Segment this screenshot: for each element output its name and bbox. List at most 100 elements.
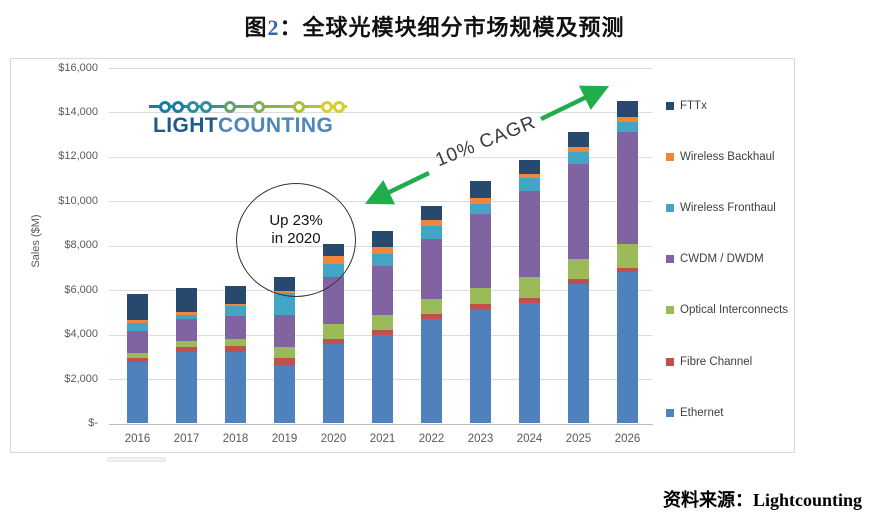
x-tick-label-2019: 2019	[271, 433, 298, 445]
bar-2025-optical-interconnects	[568, 259, 589, 280]
legend-label: Fibre Channel	[680, 355, 753, 368]
legend-label: FTTx	[680, 100, 707, 112]
bar-2025-fibre-channel	[568, 279, 589, 284]
bar-2023-fibre-channel	[470, 303, 491, 309]
bar-2020-optical-interconnects	[323, 324, 344, 340]
figure-title: 图2：全球光模块细分市场规模及预测	[0, 10, 869, 42]
bar-2020-ethernet	[323, 344, 344, 424]
bar-2021-fttx	[372, 231, 393, 248]
x-tick-label-2018: 2018	[222, 433, 249, 445]
legend-label: CWDM / DWDM	[680, 253, 764, 266]
bar-2022-fttx	[421, 205, 442, 221]
bar-2017-fibre-channel	[176, 347, 197, 353]
bar-2023-ethernet	[470, 308, 491, 424]
bar-2023-wireless-backhaul	[470, 197, 491, 204]
bar-2022-optical-interconnects	[421, 298, 442, 314]
bar-2025-wireless-fronthaul	[568, 151, 589, 164]
bar-2017-wireless-fronthaul	[176, 315, 197, 320]
bar-2016-ethernet	[127, 362, 148, 424]
bar-2023-wireless-fronthaul	[470, 203, 491, 215]
bar-2024-optical-interconnects	[519, 276, 540, 299]
bar-2021-cwdm-dwdm	[372, 266, 393, 315]
x-tick-label-2020: 2020	[320, 433, 347, 445]
bar-2022-fibre-channel	[421, 313, 442, 319]
logo-dot-icon	[159, 100, 171, 113]
bar-2024-wireless-fronthaul	[519, 178, 540, 192]
bar-2016-wireless-fronthaul	[127, 322, 148, 332]
bar-2022-wireless-fronthaul	[421, 225, 442, 240]
circle-annotation-text: Up 23% in 2020	[236, 212, 356, 249]
y-tick-label: $2,000	[64, 372, 98, 385]
legend-item-fttx: FTTx	[666, 100, 707, 112]
source-citation: 资料来源：Lightcounting	[663, 486, 862, 512]
gridline	[109, 423, 653, 425]
logo-dot-icon	[321, 100, 333, 113]
logo-dot-icon	[200, 100, 212, 113]
bar-2018-optical-interconnects	[225, 339, 246, 346]
legend-item-wireless-fronthaul: Wireless Fronthaul	[666, 202, 776, 214]
bar-2017-cwdm-dwdm	[176, 319, 197, 341]
legend-item-ethernet: Ethernet	[666, 407, 723, 419]
x-tick-label-2025: 2025	[565, 433, 592, 445]
bar-2026-fttx	[617, 101, 638, 118]
bar-2019-fibre-channel	[274, 357, 295, 365]
lightcounting-logo: LIGHTCOUNTING	[149, 97, 359, 139]
chart-panel: Sales ($M) $- $2,000 $4,000 $6,000 $8,000 $10…	[10, 58, 795, 453]
bar-2026-optical-interconnects	[617, 243, 638, 268]
bar-2022-ethernet	[421, 318, 442, 424]
x-tick-label-2021: 2021	[369, 433, 396, 445]
bar-2019-cwdm-dwdm	[274, 314, 295, 347]
legend-swatch-icon	[666, 357, 674, 366]
circle-annotation-line1: Up 23%	[269, 212, 323, 229]
legend-swatch-icon	[666, 408, 674, 417]
legend-item-wireless-backhaul: Wireless Backhaul	[666, 151, 775, 163]
figure-title-text: ：全球光模块细分市场规模及预测	[279, 15, 625, 40]
bar-2019-ethernet	[274, 364, 295, 424]
bar-2016-fttx	[127, 294, 148, 320]
legend-item-cwdm-dwdm: CWDM / DWDM	[666, 253, 764, 265]
bar-2022-cwdm-dwdm	[421, 239, 442, 299]
x-tick-label-2017: 2017	[173, 433, 200, 445]
bar-2016-optical-interconnects	[127, 353, 148, 358]
circle-annotation-line2: in 2020	[271, 230, 321, 248]
figure-title-prefix: 图	[244, 15, 268, 40]
y-tick-label: $16,000	[58, 61, 98, 74]
bar-2024-ethernet	[519, 302, 540, 424]
bar-2021-wireless-fronthaul	[372, 253, 393, 267]
logo-dot-icon	[293, 100, 305, 113]
logo-dot-icon	[253, 100, 265, 113]
y-tick-label: $-	[88, 417, 98, 429]
bar-2021-ethernet	[372, 334, 393, 424]
bar-2018-fttx	[225, 285, 246, 304]
bar-2016-wireless-backhaul	[127, 319, 148, 323]
x-tick-label-2016: 2016	[124, 433, 151, 445]
legend-swatch-icon	[666, 306, 674, 315]
bar-2025-cwdm-dwdm	[568, 163, 589, 260]
bar-2017-fttx	[176, 287, 197, 313]
bar-2018-wireless-fronthaul	[225, 305, 246, 316]
bar-2020-fibre-channel	[323, 339, 344, 345]
bar-2017-optical-interconnects	[176, 340, 197, 348]
logo-fiber-line-icon	[149, 105, 347, 108]
bar-2017-ethernet	[176, 352, 197, 424]
legend-item-fibre-channel: Fibre Channel	[666, 356, 752, 368]
legend-item-optical-interconnects: Optical Interconnects	[666, 304, 788, 316]
legend-swatch-icon	[666, 255, 674, 264]
logo-word-counting: COUNTING	[218, 114, 334, 137]
legend-label: Ethernet	[680, 406, 724, 419]
y-tick-label: $10,000	[58, 194, 98, 207]
gridline	[109, 156, 653, 158]
y-tick-label: $14,000	[58, 105, 98, 118]
scrollbar-remnant	[107, 457, 166, 462]
bar-2026-cwdm-dwdm	[617, 131, 638, 244]
gridline	[109, 112, 653, 114]
source-label: 资料来源：	[662, 490, 753, 510]
bar-2019-optical-interconnects	[274, 346, 295, 358]
figure-number: 2	[267, 15, 280, 40]
logo-wordmark: LIGHTCOUNTING	[153, 114, 333, 138]
bar-2024-wireless-backhaul	[519, 173, 540, 179]
bar-2026-wireless-fronthaul	[617, 121, 638, 132]
bar-2026-wireless-backhaul	[617, 117, 638, 122]
bar-2025-wireless-backhaul	[568, 147, 589, 152]
